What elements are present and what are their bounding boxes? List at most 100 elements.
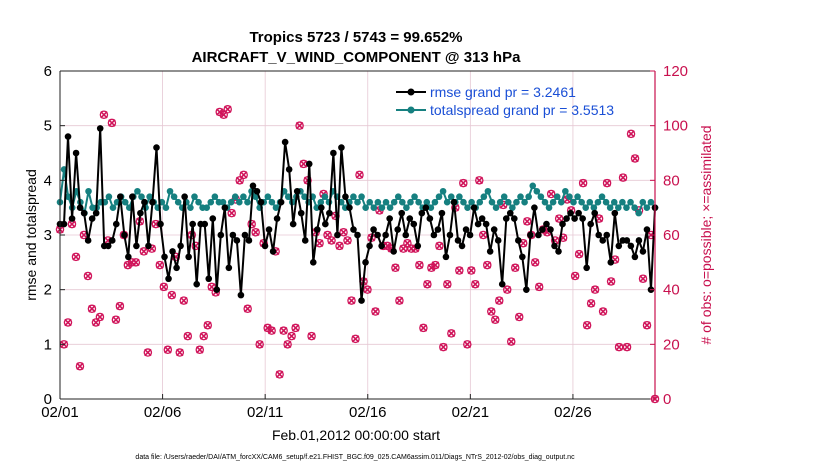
obs-assimilated-marker — [535, 283, 543, 291]
obs-assimilated-marker — [495, 296, 504, 305]
totalspread-point — [427, 204, 435, 211]
obs-possible-marker — [87, 304, 97, 314]
obs-marker — [227, 208, 236, 218]
rmse-point — [285, 166, 293, 173]
obs-marker — [423, 279, 432, 289]
totalspread-point — [203, 204, 211, 211]
obs-marker — [159, 282, 169, 292]
y-right-tick-label: 120 — [663, 63, 688, 80]
obs-marker — [431, 260, 440, 270]
obs-possible-marker — [423, 279, 432, 289]
obs-possible-marker — [630, 154, 640, 163]
obs-possible-marker — [255, 340, 264, 349]
totalspread-point — [456, 193, 463, 201]
rmse-point — [466, 231, 474, 239]
obs-assimilated-marker — [363, 285, 372, 294]
rmse-point — [225, 264, 233, 272]
obs-possible-marker — [471, 279, 480, 289]
totalspread-point — [362, 204, 369, 211]
obs-assimilated-marker — [355, 171, 364, 179]
rmse-point — [237, 291, 245, 299]
obs-possible-marker — [267, 326, 276, 335]
rmse-point — [269, 248, 277, 255]
rmse-point — [382, 231, 389, 239]
obs-possible-marker — [467, 266, 476, 275]
obs-marker — [83, 271, 93, 281]
obs-marker — [243, 304, 252, 314]
obs-possible-marker — [495, 296, 504, 305]
totalspread-point — [350, 193, 357, 201]
obs-possible-marker — [347, 296, 356, 305]
obs-marker — [279, 326, 288, 335]
obs-possible-marker — [279, 326, 288, 335]
totalspread-point — [187, 204, 194, 211]
obs-assimilated-marker — [575, 250, 583, 258]
obs-assimilated-marker — [351, 335, 360, 343]
rmse-point — [515, 237, 522, 244]
rmse-point — [305, 160, 313, 168]
obs-possible-marker — [363, 285, 372, 294]
obs-marker — [415, 260, 424, 270]
rmse-point — [519, 253, 526, 261]
obs-assimilated-marker — [132, 258, 140, 267]
totalspread-point — [460, 198, 467, 206]
obs-marker — [63, 318, 73, 327]
rmse-point — [603, 231, 611, 239]
obs-possible-marker — [323, 230, 332, 240]
obs-marker — [459, 178, 468, 188]
legend-rmse-label: rmse grand pr = 3.2461 — [430, 84, 576, 100]
obs-possible-marker — [283, 340, 292, 349]
obs-marker — [495, 296, 504, 305]
obs-possible-marker — [243, 304, 252, 314]
obs-assimilated-marker — [176, 348, 184, 357]
rmse-point — [370, 226, 377, 233]
obs-possible-marker — [287, 331, 296, 341]
totalspread-point — [480, 193, 488, 201]
totalspread-point — [174, 198, 182, 206]
obs-assimilated-marker — [383, 242, 392, 250]
rmse-point — [462, 226, 470, 233]
obs-possible-marker — [131, 258, 141, 267]
obs-assimilated-marker — [124, 261, 132, 269]
rmse-point — [245, 237, 253, 244]
obs-possible-marker — [582, 320, 592, 330]
totalspread-point — [134, 187, 141, 195]
totalspread-point — [545, 204, 553, 211]
totalspread-point — [541, 198, 549, 206]
obs-assimilated-marker — [140, 247, 148, 256]
rmse-point — [635, 237, 643, 244]
obs-assimilated-marker — [239, 171, 248, 179]
rmse-point — [96, 125, 104, 132]
rmse-point — [523, 286, 530, 293]
obs-assimilated-marker — [599, 307, 607, 316]
obs-marker — [363, 285, 372, 294]
totalspread-point — [447, 193, 455, 201]
obs-assimilated-marker — [487, 307, 496, 316]
obs-marker — [626, 129, 636, 139]
rmse-point — [205, 275, 213, 283]
obs-possible-marker — [463, 340, 472, 349]
obs-assimilated-marker — [215, 108, 224, 116]
obs-marker — [483, 260, 492, 270]
totalspread-point — [557, 198, 565, 206]
totalspread-point — [578, 198, 585, 206]
rmse-point — [611, 209, 619, 217]
obs-marker — [554, 214, 564, 223]
rmse-point — [338, 144, 345, 151]
obs-assimilated-marker — [619, 173, 627, 182]
obs-assimilated-marker — [555, 214, 563, 223]
obs-assimilated-marker — [435, 242, 444, 250]
rmse-point — [229, 231, 237, 239]
totalspread-point — [407, 198, 414, 206]
totalspread-point — [64, 193, 72, 201]
obs-marker — [131, 258, 141, 267]
rmse-point — [631, 253, 639, 261]
rmse-point — [233, 237, 241, 244]
obs-possible-marker — [455, 266, 464, 275]
totalspread-point — [138, 193, 145, 201]
rmse-point — [173, 264, 180, 272]
obs-possible-marker — [514, 312, 524, 322]
obs-assimilated-marker — [88, 305, 96, 313]
rmse-point — [68, 215, 76, 222]
